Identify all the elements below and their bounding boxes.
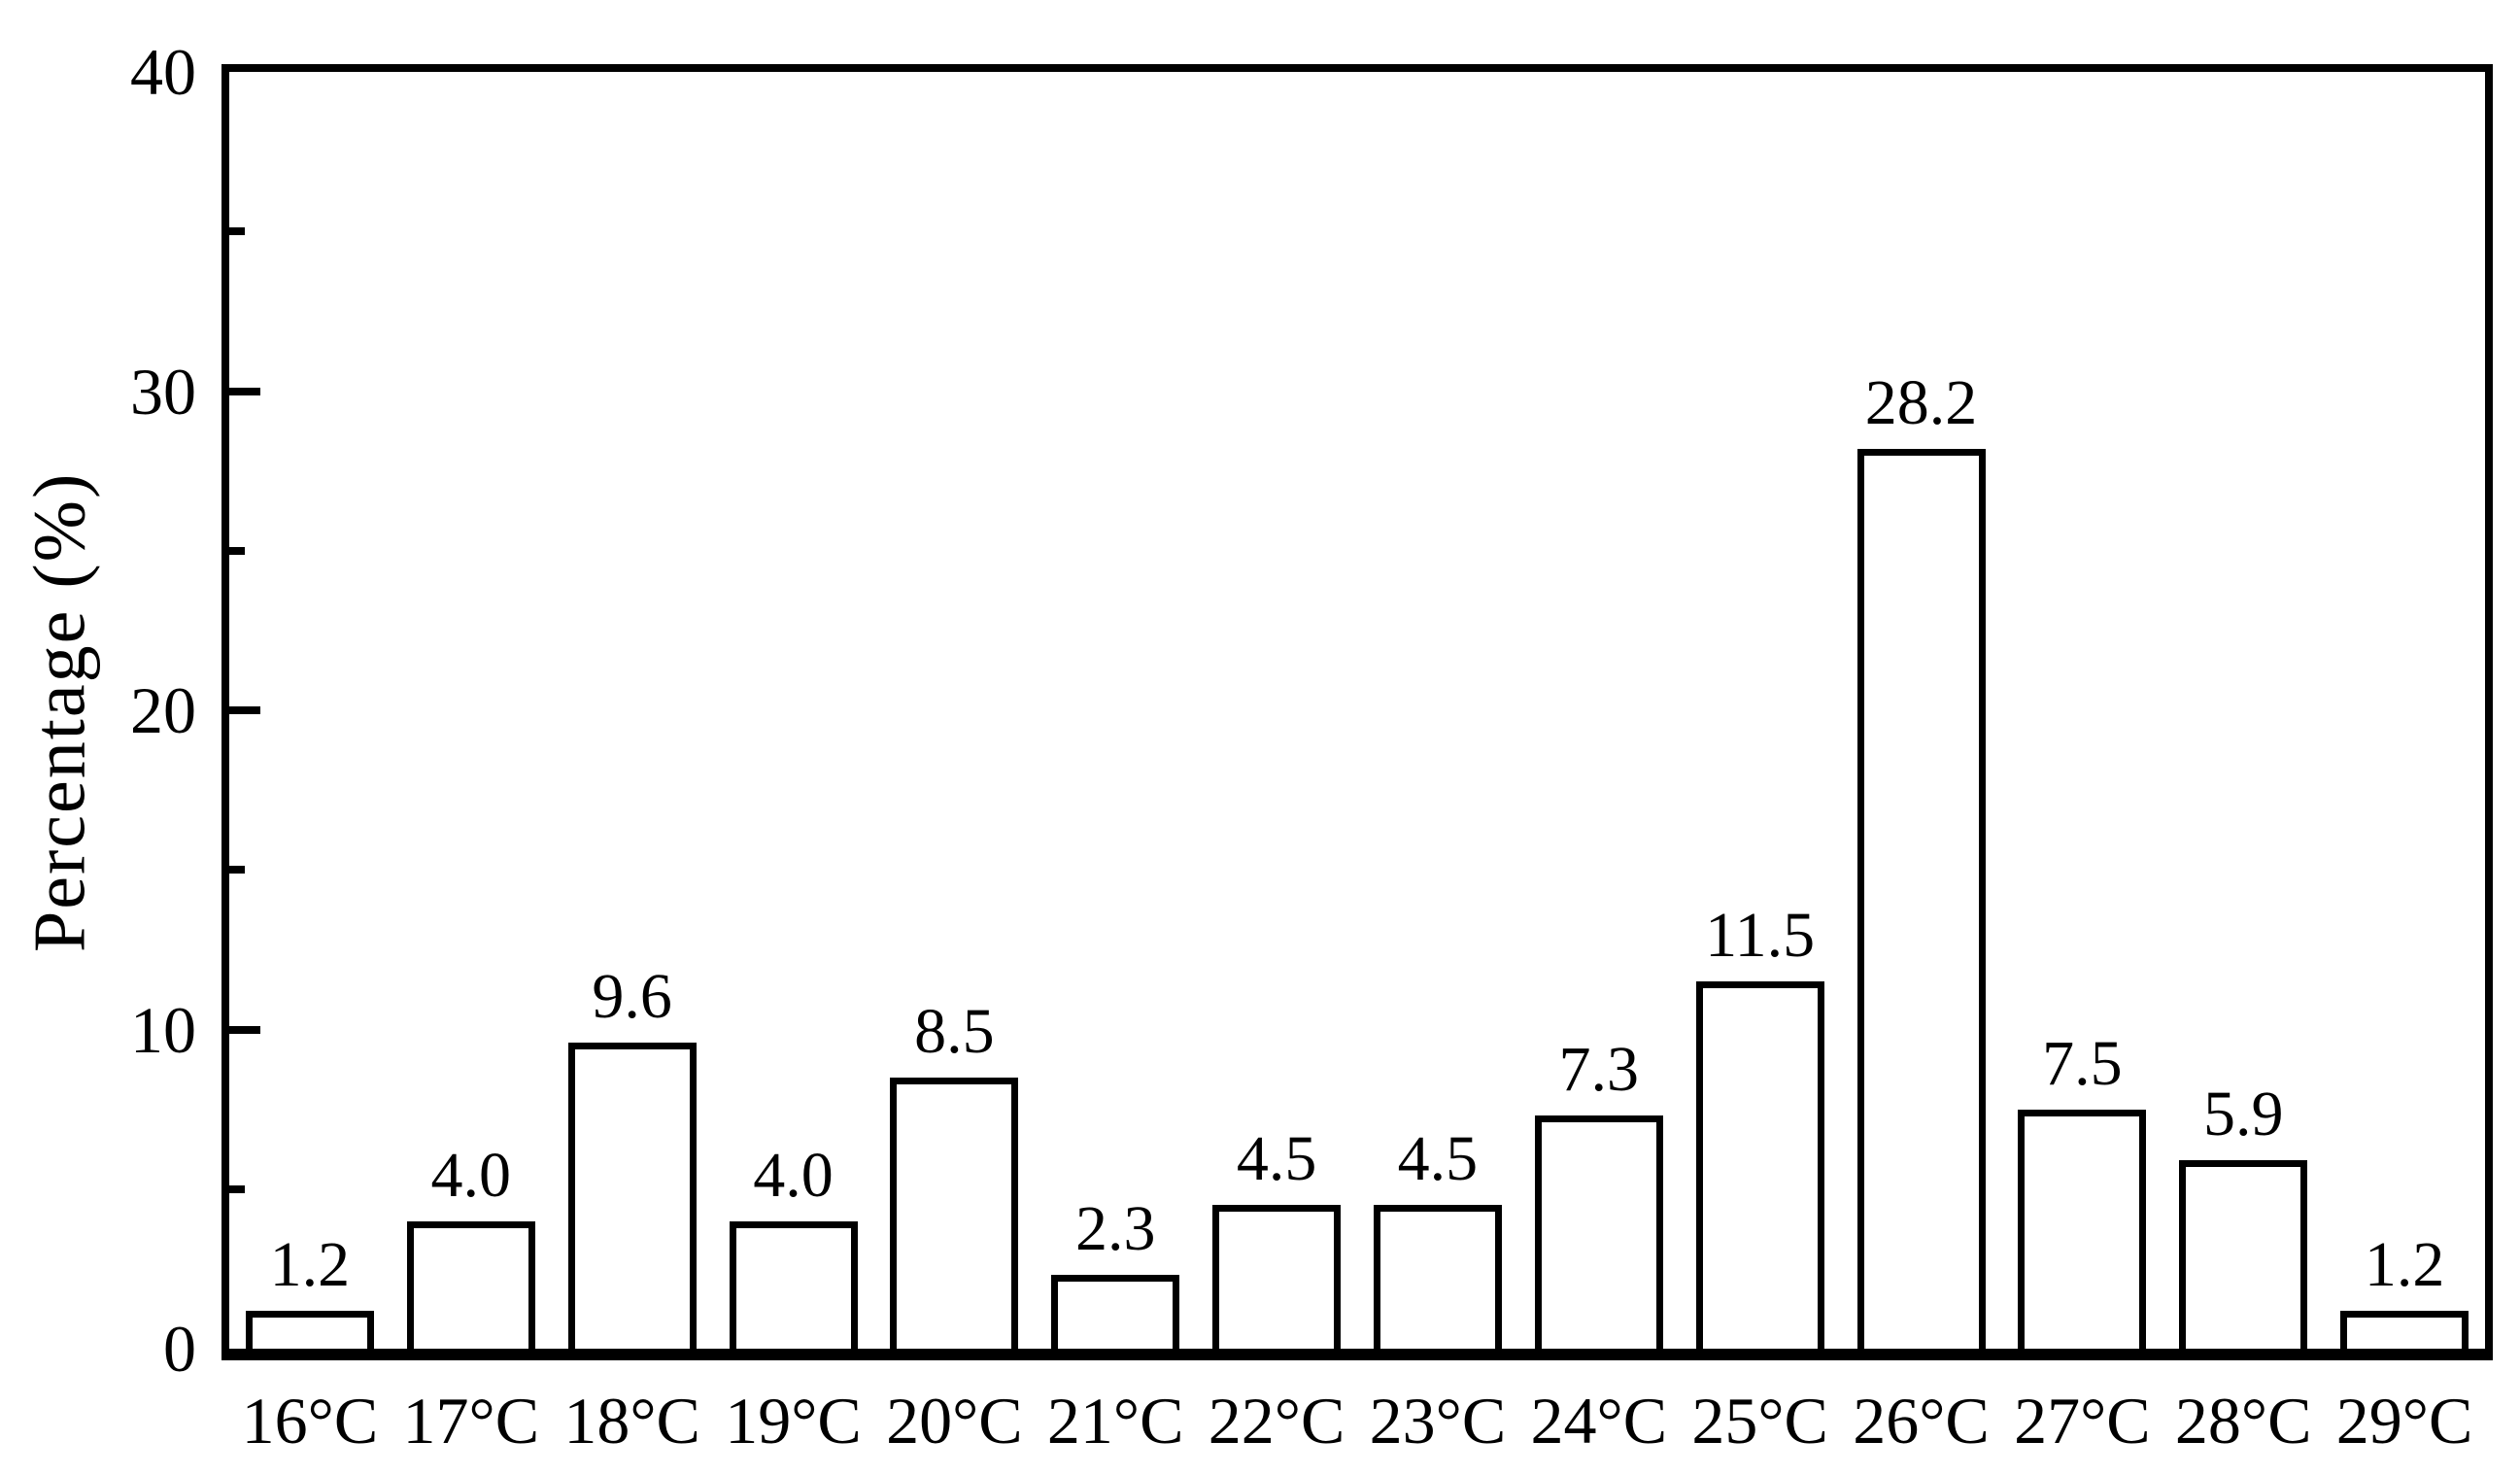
bar bbox=[1534, 1115, 1663, 1349]
x-category-label: 17°C bbox=[402, 1384, 540, 1458]
bar bbox=[1856, 448, 1986, 1349]
bar bbox=[2340, 1310, 2469, 1349]
x-category-label: 22°C bbox=[1208, 1384, 1345, 1458]
bar bbox=[1212, 1205, 1342, 1349]
bar-value-label: 4.5 bbox=[1397, 1123, 1479, 1195]
y-minor-tick bbox=[229, 546, 245, 555]
bar-value-label: 7.3 bbox=[1558, 1034, 1640, 1106]
y-tick-label: 10 bbox=[130, 992, 196, 1067]
bar-value-label: 28.2 bbox=[1864, 366, 1978, 438]
bar-value-label: 1.2 bbox=[269, 1228, 351, 1300]
bar-value-label: 4.0 bbox=[753, 1139, 834, 1211]
y-minor-tick bbox=[229, 1184, 245, 1193]
x-category-label: 16°C bbox=[241, 1384, 379, 1458]
bar bbox=[245, 1310, 374, 1349]
bar-value-label: 1.2 bbox=[2364, 1228, 2445, 1300]
x-category-label: 24°C bbox=[1530, 1384, 1668, 1458]
y-tick-label: 40 bbox=[130, 35, 196, 109]
x-category-label: 27°C bbox=[2014, 1384, 2151, 1458]
x-category-label: 18°C bbox=[563, 1384, 700, 1458]
x-category-label: 23°C bbox=[1369, 1384, 1507, 1458]
bar-value-label: 4.5 bbox=[1236, 1123, 1317, 1195]
y-major-tick bbox=[229, 1025, 260, 1034]
bar bbox=[1373, 1205, 1502, 1349]
bar bbox=[1695, 981, 1824, 1349]
bar-value-label: 7.5 bbox=[2042, 1027, 2123, 1099]
x-category-label: 28°C bbox=[2174, 1384, 2312, 1458]
bar bbox=[2179, 1160, 2308, 1349]
plot-area: 1.2 4.0 9.6 4.0 8.5 2.3 4.5 4.5 7.3 11.5 28.2 7.5 5.… bbox=[221, 64, 2493, 1360]
x-category-label: 25°C bbox=[1691, 1384, 1828, 1458]
bar bbox=[406, 1220, 535, 1349]
bar-value-label: 8.5 bbox=[914, 995, 995, 1067]
y-major-tick bbox=[229, 706, 260, 714]
y-tick-label: 0 bbox=[163, 1312, 196, 1386]
bar-value-label: 4.0 bbox=[430, 1139, 512, 1211]
x-category-label: 26°C bbox=[1853, 1384, 1990, 1458]
bar bbox=[1051, 1275, 1180, 1349]
bar bbox=[2018, 1109, 2147, 1349]
bar bbox=[890, 1077, 1019, 1349]
bar-value-label: 9.6 bbox=[592, 960, 672, 1032]
y-tick-label: 20 bbox=[130, 673, 196, 747]
y-minor-tick bbox=[229, 227, 245, 236]
y-tick-label: 30 bbox=[130, 354, 196, 429]
x-category-label: 20°C bbox=[886, 1384, 1023, 1458]
y-minor-tick bbox=[229, 866, 245, 875]
x-category-label: 21°C bbox=[1046, 1384, 1184, 1458]
bar bbox=[729, 1220, 858, 1349]
x-category-label: 19°C bbox=[725, 1384, 862, 1458]
bar-value-label: 11.5 bbox=[1705, 900, 1816, 972]
x-category-label: 29°C bbox=[2335, 1384, 2473, 1458]
bar bbox=[567, 1042, 697, 1349]
y-major-tick bbox=[229, 387, 260, 395]
bar-value-label: 5.9 bbox=[2202, 1079, 2284, 1150]
bar-value-label: 2.3 bbox=[1074, 1193, 1156, 1265]
